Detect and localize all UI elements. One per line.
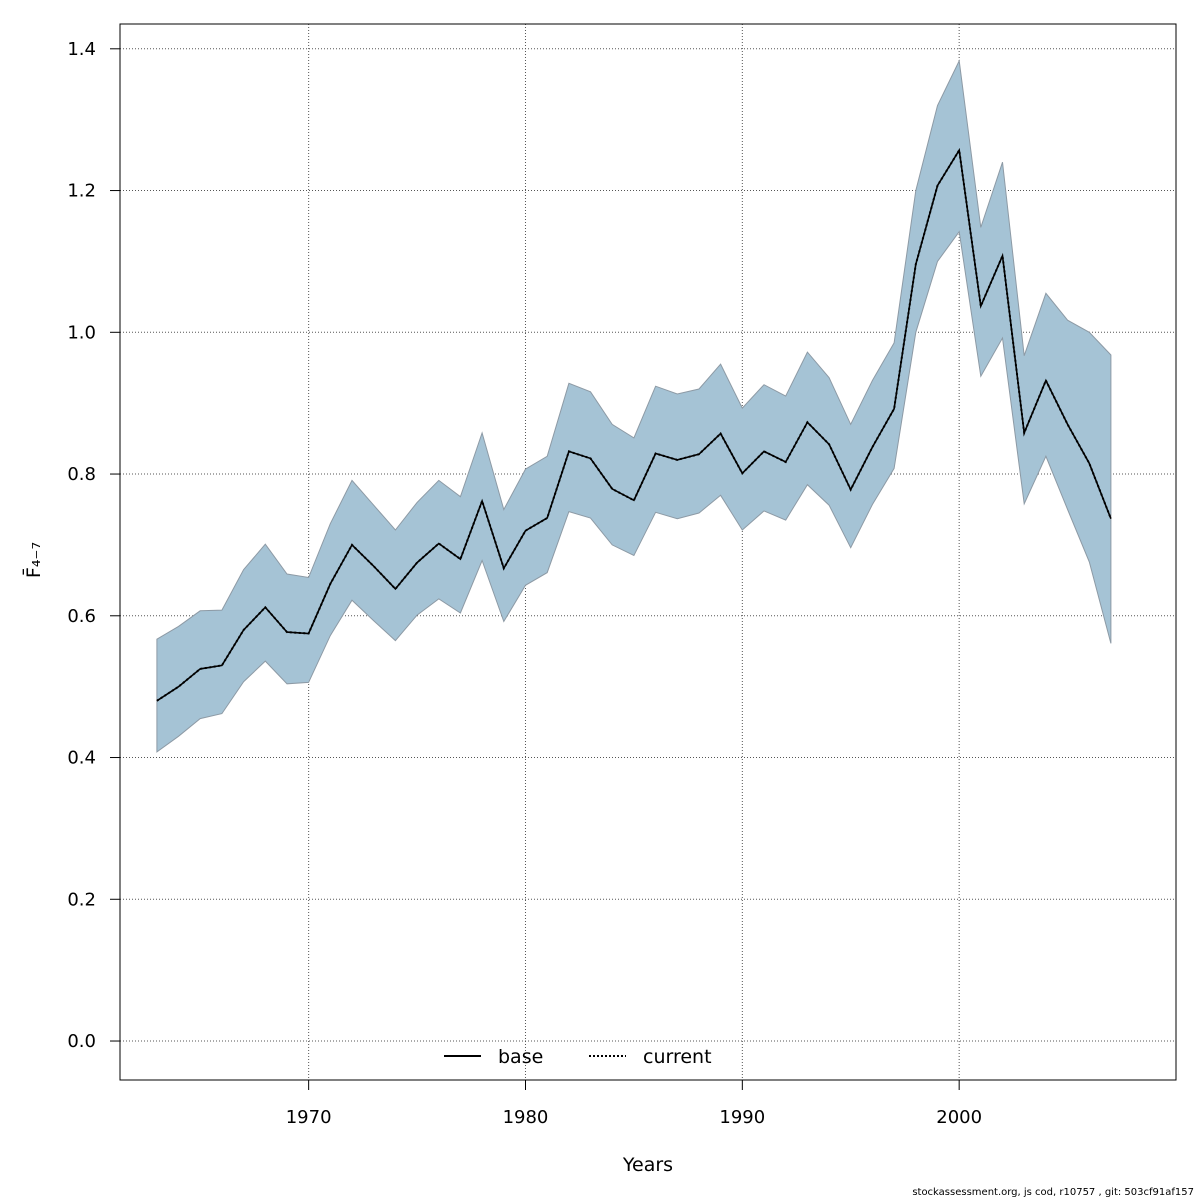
plot-frame (119, 23, 1177, 1081)
y-axis-label: F̄₄₋₇ (21, 542, 45, 578)
y-axis: 0.0 0.2 0.4 0.6 0.8 1.0 1.2 1.4 (67, 39, 120, 1052)
legend-label-current: current (643, 1046, 712, 1068)
y-tick-label: 0.8 (67, 464, 96, 485)
legend: base current (444, 1046, 712, 1068)
y-tick-label: 1.0 (67, 322, 96, 343)
x-tick-label: 1990 (719, 1107, 765, 1128)
legend-label-base: base (498, 1046, 543, 1068)
grid (120, 24, 1176, 1080)
y-tick-label: 0.4 (67, 748, 96, 769)
x-axis-label: Years (622, 1154, 673, 1176)
y-tick-label: 0.0 (67, 1031, 96, 1052)
y-tick-label: 0.6 (67, 606, 96, 627)
footer-credit: stockassessment.org, js cod, r10757 , gi… (912, 1187, 1194, 1198)
series-lines (156, 147, 1112, 702)
y-tick-label: 1.4 (67, 39, 96, 60)
y-tick-label: 0.2 (67, 889, 96, 910)
y-tick-label: 1.2 (67, 181, 96, 202)
x-axis: 1970 1980 1990 2000 (286, 1080, 982, 1128)
confidence-band (156, 59, 1112, 753)
x-tick-label: 1970 (286, 1107, 332, 1128)
series-current (156, 147, 1112, 702)
x-tick-label: 2000 (936, 1107, 982, 1128)
x-tick-label: 1980 (503, 1107, 549, 1128)
